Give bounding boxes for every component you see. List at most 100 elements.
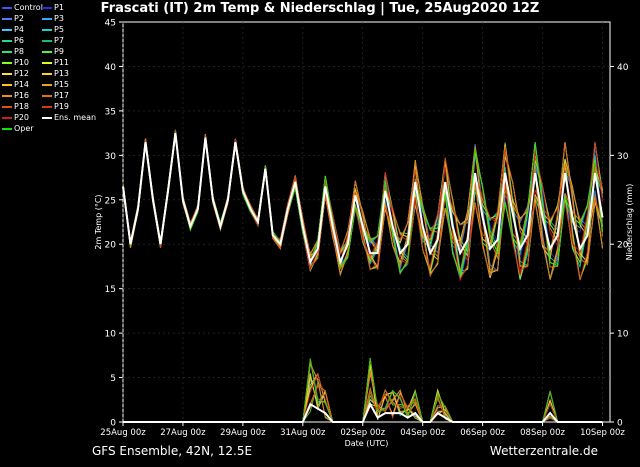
legend-swatch [42,94,52,97]
legend-item-p13: P13 [42,68,69,79]
legend-swatch [2,105,12,108]
legend-item-p5: P5 [42,24,64,35]
legend-label: Ens. mean [54,113,97,122]
legend-label: P4 [14,25,24,34]
legend-item-ens-mean: Ens. mean [42,112,96,123]
x-tick-label: 29Aug 00z [220,428,266,438]
legend-label: P9 [54,47,64,56]
legend-swatch [42,105,52,108]
legend-swatch [2,17,12,20]
legend-item-p16: P16 [2,90,29,101]
legend-swatch [2,116,12,119]
legend-swatch [2,28,12,31]
legend-item-p4: P4 [2,24,24,35]
legend-label: P5 [54,25,64,34]
legend-item-p10: P10 [2,57,29,68]
legend-item-p6: P6 [2,35,24,46]
legend-item-p11: P11 [42,57,69,68]
y-left-axis-label: 2m Temp (°C) [94,194,103,249]
legend-item-p7: P7 [42,35,64,46]
x-tick-label: 27Aug 00z [160,428,206,438]
legend-label: P14 [14,80,30,89]
x-axis-label: Date (UTC) [345,439,389,448]
legend-label: P3 [54,14,64,23]
legend-label: P17 [54,91,70,100]
y-right-tick-label: 0 [617,419,623,429]
legend-label: P10 [14,58,30,67]
legend-item-p18: P18 [2,101,29,112]
chart-title: Frascati (IT) 2m Temp & Niederschlag | T… [100,1,540,16]
legend-item-p19: P19 [42,101,69,112]
y-left-tick-label: 0 [110,419,116,429]
legend-swatch [42,39,52,42]
y-left-tick-label: 35 [105,107,116,117]
legend-label: P18 [14,102,30,111]
y-right-tick-label: 20 [617,241,629,251]
legend-item-p3: P3 [42,13,64,24]
y-left-tick-label: 5 [110,374,116,384]
legend-label: P6 [14,36,24,45]
legend-label: P1 [54,3,64,12]
x-tick-label: 25Aug 00z [100,428,146,438]
legend-label: P2 [14,14,24,23]
y-left-tick-label: 25 [105,196,116,206]
legend-swatch [2,61,12,64]
legend-swatch [2,94,12,97]
legend-label: P7 [54,36,64,45]
legend-swatch [2,127,12,130]
footer-model-info: GFS Ensemble, 42N, 12.5E [92,444,253,458]
legend-item-p9: P9 [42,46,64,57]
legend-swatch [42,50,52,53]
y-right-tick-label: 40 [617,63,629,73]
legend-swatch [2,72,12,75]
legend-label: Control [14,3,43,12]
legend-item-p1: P1 [42,2,64,13]
legend-label: P8 [14,47,24,56]
y-right-tick-label: 10 [617,330,629,340]
legend-label: P11 [54,58,70,67]
legend-label: P16 [14,91,30,100]
legend-swatch [42,72,52,75]
legend-item-p12: P12 [2,68,29,79]
legend-label: P12 [14,69,30,78]
x-tick-label: 10Sep 00z [580,428,625,438]
legend-swatch [42,83,52,86]
legend-swatch [42,17,52,20]
precip-line-ens-mean [123,401,603,423]
x-tick-label: 02Sep 00z [340,428,385,438]
legend-item-p15: P15 [42,79,69,90]
legend-swatch [42,6,52,9]
legend-swatch [2,6,12,9]
y-left-tick-label: 40 [105,63,117,73]
y-right-tick-label: 30 [617,152,629,162]
legend-item-control: Control [2,2,43,13]
legend-item-p8: P8 [2,46,24,57]
x-tick-label: 04Sep 00z [400,428,445,438]
x-tick-label: 08Sep 00z [520,428,565,438]
legend-label: P15 [54,80,70,89]
y-right-axis-label: Niederschlag (mm) [625,184,634,261]
footer-source: Wetterzentrale.de [489,444,598,458]
legend-swatch [2,39,12,42]
x-tick-label: 06Sep 00z [460,428,505,438]
legend-label: P19 [54,102,70,111]
plot-frame [122,21,611,423]
legend-swatch [42,61,52,64]
legend-item-p14: P14 [2,79,29,90]
legend-label: P20 [14,113,30,122]
legend-label: P13 [54,69,70,78]
legend-swatch [42,116,52,119]
legend-swatch [2,50,12,53]
x-tick-label: 31Aug 00z [280,428,326,438]
y-left-tick-label: 10 [105,330,117,340]
legend-item-oper: Oper [2,123,34,134]
y-left-tick-label: 15 [105,285,116,295]
y-left-tick-label: 30 [105,152,117,162]
legend-swatch [42,28,52,31]
precip-line-p16 [123,385,603,423]
temp-line-ens-mean [122,132,604,266]
legend-label: Oper [14,124,34,133]
legend-swatch [2,83,12,86]
legend-item-p20: P20 [2,112,29,123]
